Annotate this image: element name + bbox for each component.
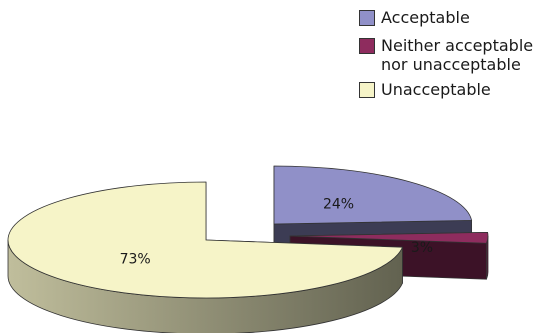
slice-top-face bbox=[289, 231, 489, 244]
slice-label-0: 24% bbox=[323, 197, 354, 213]
legend: Acceptable Neither acceptable nor unacce… bbox=[359, 8, 544, 99]
legend-swatch-neither bbox=[359, 38, 375, 54]
legend-label-unacceptable: Unacceptable bbox=[381, 80, 491, 99]
legend-item-acceptable: Acceptable bbox=[359, 8, 544, 27]
slice-label-2: 73% bbox=[120, 251, 151, 267]
legend-swatch-unacceptable bbox=[359, 82, 375, 98]
legend-label-acceptable: Acceptable bbox=[381, 8, 470, 27]
slice-unacceptable bbox=[7, 181, 404, 333]
legend-item-unacceptable: Unacceptable bbox=[359, 80, 544, 99]
legend-swatch-acceptable bbox=[359, 10, 375, 26]
slice-top-face bbox=[7, 181, 404, 299]
slice-top-face bbox=[273, 165, 473, 225]
legend-label-neither: Neither acceptable nor unacceptable bbox=[381, 36, 534, 74]
legend-item-neither: Neither acceptable nor unacceptable bbox=[359, 36, 544, 74]
slice-label-1: 3% bbox=[411, 240, 433, 256]
